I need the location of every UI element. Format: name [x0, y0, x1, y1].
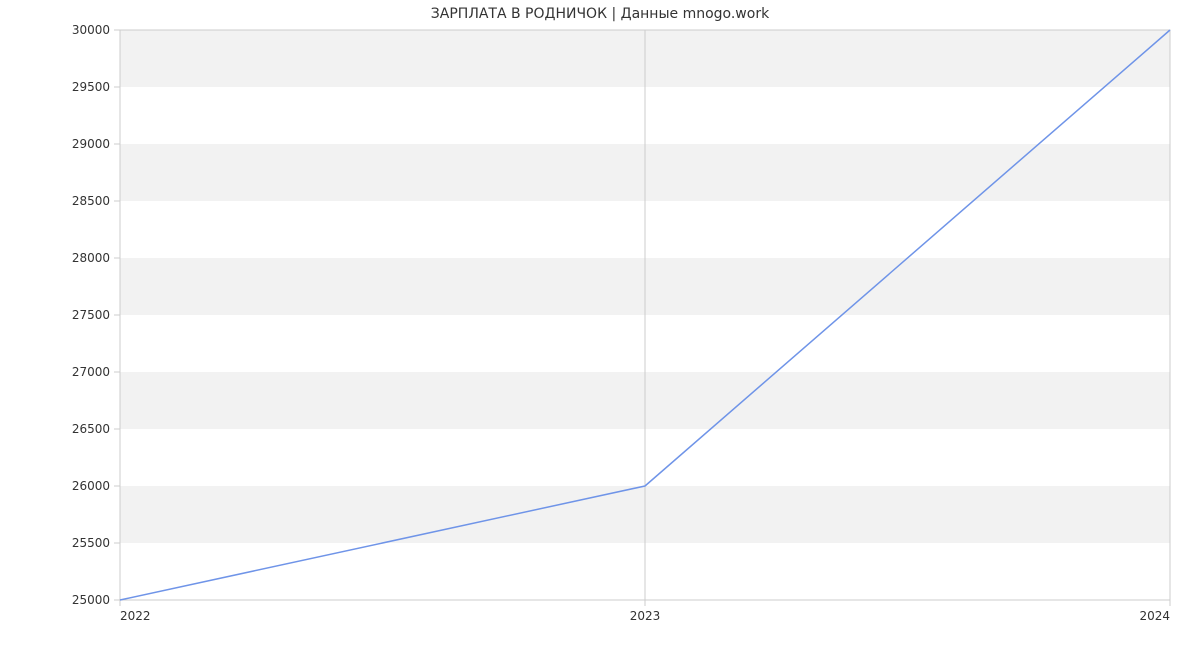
- y-tick-label: 28000: [72, 251, 110, 265]
- y-tick-label: 30000: [72, 23, 110, 37]
- x-tick-label: 2022: [120, 609, 151, 623]
- y-tick-label: 27000: [72, 365, 110, 379]
- x-tick-label: 2023: [630, 609, 661, 623]
- y-tick-label: 25000: [72, 593, 110, 607]
- line-chart: 25000 25500 26000 26500 27000 27500 28000 28500…: [0, 0, 1200, 650]
- y-tick-label: 27500: [72, 308, 110, 322]
- x-tick-label: 2024: [1139, 609, 1170, 623]
- chart-title: ЗАРПЛАТА В РОДНИЧОК | Данные mnogo.work: [0, 6, 1200, 22]
- y-tick-label: 26000: [72, 479, 110, 493]
- y-tick-label: 26500: [72, 422, 110, 436]
- y-tick-label: 28500: [72, 194, 110, 208]
- y-tick-label: 29500: [72, 80, 110, 94]
- y-tick-label: 29000: [72, 137, 110, 151]
- y-tick-label: 25500: [72, 536, 110, 550]
